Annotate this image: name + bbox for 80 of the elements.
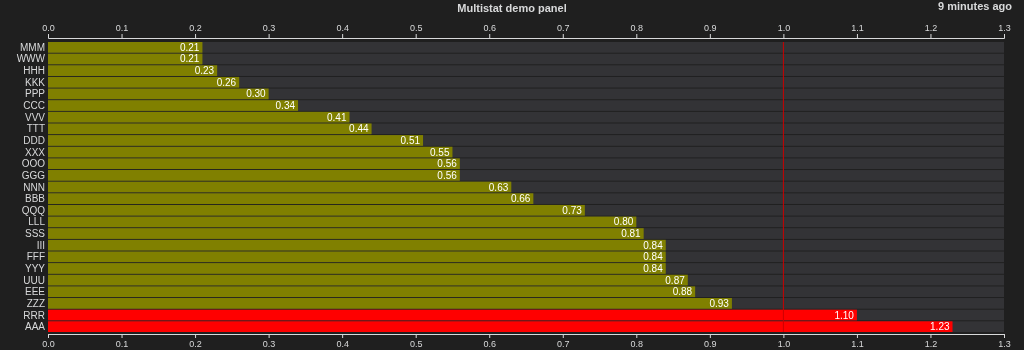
- data-label: 0.55: [429, 146, 450, 158]
- x2-tick-label: 1.1: [851, 23, 864, 33]
- data-label: 0.84: [643, 239, 664, 251]
- y-tick-label: YYY: [24, 262, 46, 274]
- data-label: 0.93: [709, 297, 730, 309]
- x-tick-label: 0.2: [189, 339, 202, 350]
- x-tick-label: 0.3: [262, 339, 276, 350]
- x2-tick-label: 0.6: [483, 23, 496, 33]
- x2-tick-label: 0.7: [557, 23, 570, 33]
- data-label: 0.23: [194, 65, 215, 77]
- y-tick-label: AAA: [24, 321, 46, 333]
- data-label: 0.21: [179, 53, 200, 65]
- y-tick-label: TTT: [26, 123, 45, 135]
- x2-tick-label: 0.0: [42, 23, 55, 33]
- data-label: 0.30: [246, 88, 267, 100]
- y-tick-label: FFF: [26, 251, 45, 263]
- data-label: 0.81: [621, 228, 642, 240]
- data-label: 0.84: [643, 251, 664, 263]
- x2-tick-label: 0.9: [704, 23, 717, 33]
- y-tick-label: ZZZ: [26, 297, 45, 309]
- y-tick-label: GGG: [21, 169, 46, 181]
- x-tick-label: 0.6: [483, 339, 496, 350]
- data-label: 0.66: [510, 193, 531, 205]
- y-tick-label: DDD: [23, 134, 45, 146]
- y-tick-label: EEE: [24, 286, 46, 298]
- y-tick-label: LLL: [28, 216, 46, 228]
- x-tick-label: 0.4: [336, 339, 349, 350]
- data-label: 0.56: [437, 158, 458, 170]
- y-tick-label: WWW: [16, 53, 46, 65]
- y-tick-label: VVV: [24, 111, 46, 123]
- data-label: 0.34: [275, 100, 296, 112]
- text: 9 minutes ago: [938, 0, 1013, 12]
- data-label: 1.10: [834, 309, 855, 321]
- x-tick-label: 0.7: [557, 339, 570, 350]
- data-label: 0.41: [327, 111, 347, 123]
- data-label: 0.63: [488, 181, 509, 193]
- data-label: 0.26: [216, 76, 237, 88]
- x2-tick-label: 0.4: [336, 23, 349, 33]
- x2-tick-label: 0.5: [409, 23, 423, 33]
- x-tick-label: 0.1: [115, 339, 129, 350]
- y-tick-label: RRR: [23, 309, 45, 321]
- x2-tick-label: 1.0: [777, 23, 791, 33]
- x-tick-label: 1.0: [777, 339, 791, 350]
- x2-tick-label: 1.2: [924, 23, 938, 33]
- y-tick-label: XXX: [24, 146, 46, 158]
- y-tick-label: CCC: [23, 100, 45, 112]
- data-label: 0.51: [400, 134, 421, 146]
- y-tick-label: UUU: [23, 274, 45, 286]
- data-label: 0.84: [643, 262, 664, 274]
- y-tick-label: OOO: [21, 158, 46, 170]
- x-tick-label: 1.1: [851, 339, 864, 350]
- x-tick-label: 0.0: [42, 339, 55, 350]
- data-label: 0.44: [349, 123, 369, 135]
- data-label: 0.87: [665, 274, 686, 286]
- y-tick-label: BBB: [24, 193, 46, 205]
- x2-tick-label: 0.2: [189, 23, 202, 33]
- y-tick-label: MMM: [20, 41, 45, 53]
- data-label: 1.23: [930, 321, 950, 333]
- x-tick-label: 0.8: [630, 339, 644, 350]
- x-tick-label: 0.9: [704, 339, 717, 350]
- data-label: 0.21: [179, 41, 200, 53]
- x2-tick-label: 1.3: [998, 23, 1011, 33]
- x2-tick-label: 0.1: [115, 23, 129, 33]
- data-label: 0.88: [672, 286, 693, 298]
- x-tick-label: 1.3: [998, 339, 1011, 350]
- x-tick-label: 0.5: [409, 339, 423, 350]
- y-tick-label: NNN: [23, 181, 45, 193]
- y-tick-label: SSS: [24, 228, 46, 240]
- y-tick-label: HHH: [23, 65, 45, 77]
- y-tick-label: KKK: [24, 76, 46, 88]
- data-label: 0.56: [437, 169, 458, 181]
- x2-tick-label: 0.3: [262, 23, 276, 33]
- x-tick-label: 1.2: [924, 339, 938, 350]
- y-tick-label: QQQ: [21, 204, 46, 216]
- chart-title: Multistat demo panel: [457, 2, 567, 14]
- y-tick-label: III: [36, 239, 45, 251]
- data-label: 0.73: [562, 204, 583, 216]
- data-label: 0.80: [613, 216, 634, 228]
- x2-tick-label: 0.8: [630, 23, 644, 33]
- y-tick-label: PPP: [24, 88, 46, 100]
